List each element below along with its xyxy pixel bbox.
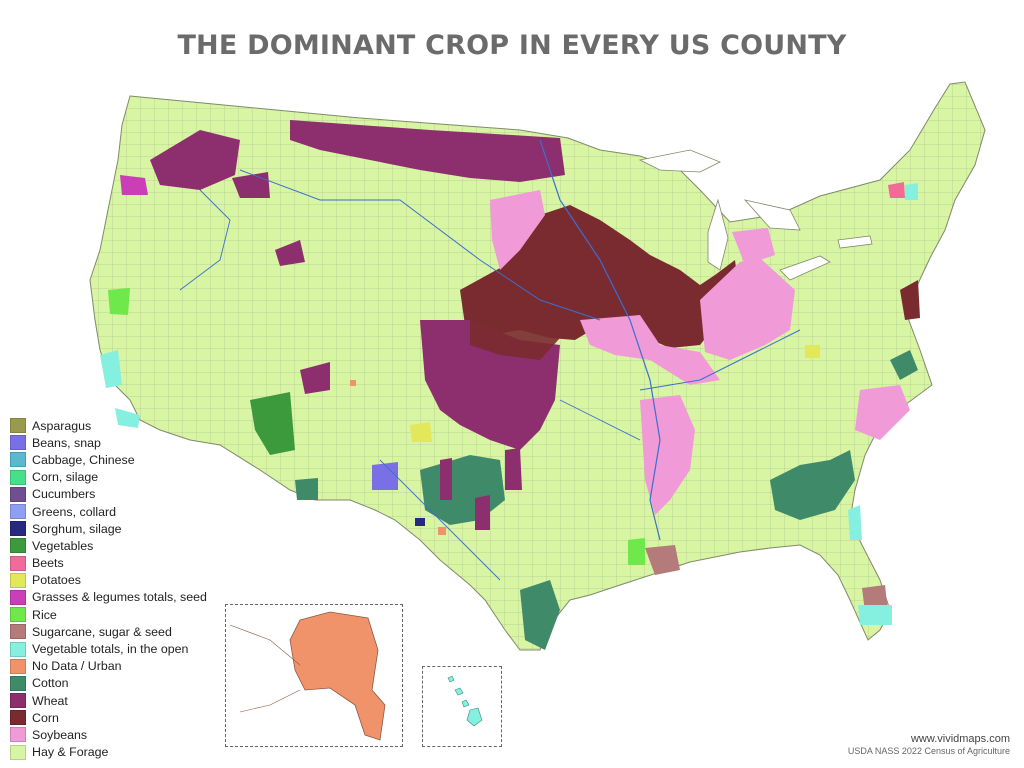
- legend-label: Greens, collard: [32, 504, 117, 519]
- alaska-inset-frame: [225, 604, 403, 747]
- legend-swatch: [10, 607, 26, 623]
- legend-label: Rice: [32, 607, 57, 622]
- legend-swatch: [10, 452, 26, 468]
- legend-item: Asparagus: [10, 417, 220, 434]
- legend: Asparagus Beans, snap Cabbage, Chinese Corn…: [10, 417, 220, 761]
- legend-swatch: [10, 435, 26, 451]
- legend-label: Beans, snap: [32, 435, 101, 450]
- legend-item: Grasses & legumes totals, seed: [10, 589, 220, 606]
- legend-swatch: [10, 641, 26, 657]
- legend-label: Hay & Forage: [32, 745, 109, 760]
- legend-swatch: [10, 418, 26, 434]
- legend-label: Potatoes: [32, 573, 81, 588]
- legend-item: Corn: [10, 709, 220, 726]
- legend-swatch: [10, 675, 26, 691]
- legend-label: Sorghum, silage: [32, 521, 122, 536]
- legend-label: Cabbage, Chinese: [32, 452, 135, 467]
- source-credit: USDA NASS 2022 Census of Agriculture: [847, 746, 1010, 756]
- alaska-landmass: [289, 611, 386, 741]
- legend-item: Greens, collard: [10, 503, 220, 520]
- legend-item: Beets: [10, 555, 220, 572]
- legend-swatch: [10, 538, 26, 554]
- legend-label: Corn: [32, 710, 59, 725]
- legend-label: Beets: [32, 556, 64, 571]
- legend-item: Hay & Forage: [10, 744, 220, 761]
- legend-item: Cotton: [10, 675, 220, 692]
- legend-label: Asparagus: [32, 418, 92, 433]
- site-credit: www.vividmaps.com: [910, 733, 1010, 745]
- legend-swatch: [10, 693, 26, 709]
- legend-item: Rice: [10, 606, 220, 623]
- legend-item: Vegetable totals, in the open: [10, 640, 220, 657]
- legend-swatch: [10, 486, 26, 502]
- legend-swatch: [10, 589, 26, 605]
- legend-label: Sugarcane, sugar & seed: [32, 624, 172, 639]
- legend-swatch: [10, 469, 26, 485]
- legend-swatch: [10, 555, 26, 571]
- legend-swatch: [10, 744, 26, 760]
- legend-item: Beans, snap: [10, 434, 220, 451]
- legend-swatch: [10, 727, 26, 743]
- legend-swatch: [10, 521, 26, 537]
- legend-swatch: [10, 710, 26, 726]
- legend-item: Soybeans: [10, 726, 220, 743]
- legend-swatch: [10, 624, 26, 640]
- legend-label: Cotton: [32, 676, 69, 691]
- legend-label: Grasses & legumes totals, seed: [32, 590, 207, 605]
- legend-label: Vegetables: [32, 538, 94, 553]
- legend-label: Wheat: [32, 693, 68, 708]
- hawaii-islands: [447, 675, 483, 727]
- legend-item: Corn, silage: [10, 469, 220, 486]
- legend-item: No Data / Urban: [10, 658, 220, 675]
- map-title: THE DOMINANT CROP IN EVERY US COUNTY: [177, 30, 847, 61]
- legend-swatch: [10, 504, 26, 520]
- legend-item: Cabbage, Chinese: [10, 451, 220, 468]
- legend-swatch: [10, 572, 26, 588]
- legend-label: Vegetable totals, in the open: [32, 642, 189, 657]
- legend-item: Wheat: [10, 692, 220, 709]
- legend-label: No Data / Urban: [32, 659, 122, 674]
- legend-label: Corn, silage: [32, 470, 99, 485]
- legend-item: Potatoes: [10, 572, 220, 589]
- hawaii-inset-frame: [422, 666, 502, 747]
- legend-item: Sorghum, silage: [10, 520, 220, 537]
- legend-item: Cucumbers: [10, 486, 220, 503]
- legend-label: Soybeans: [32, 727, 88, 742]
- legend-swatch: [10, 658, 26, 674]
- legend-item: Sugarcane, sugar & seed: [10, 623, 220, 640]
- legend-label: Cucumbers: [32, 487, 96, 502]
- legend-item: Vegetables: [10, 537, 220, 554]
